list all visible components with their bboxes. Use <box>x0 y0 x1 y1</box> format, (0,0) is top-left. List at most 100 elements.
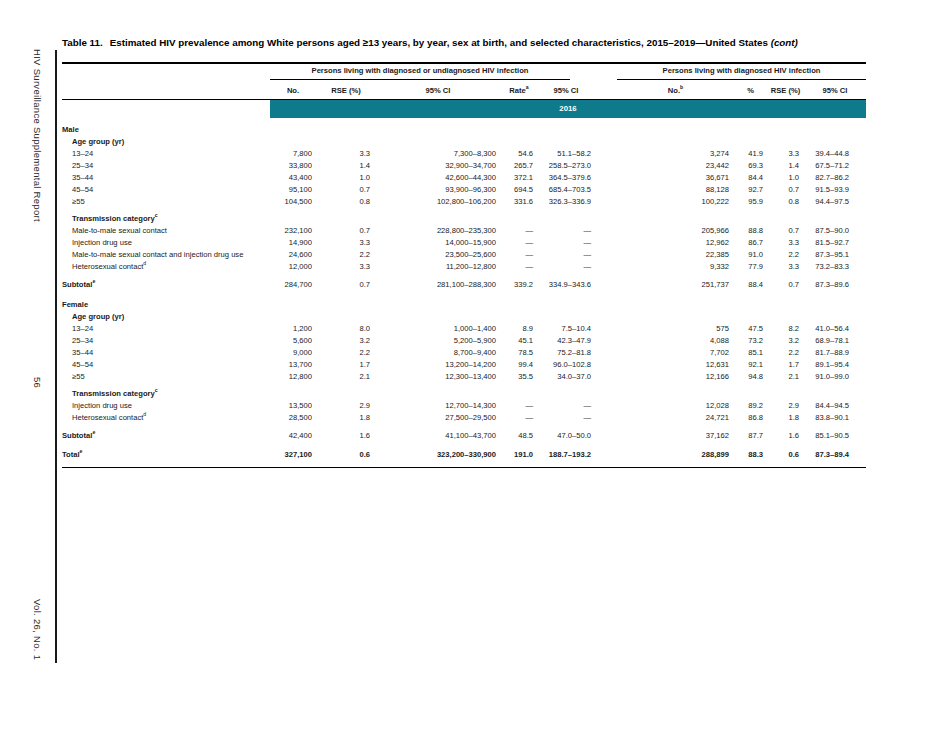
table-row-data: Injection drug use14,9003.314,000–15,900… <box>62 237 866 249</box>
cell <box>734 213 767 225</box>
cell: 99.4 <box>500 359 538 371</box>
cell: — <box>500 225 538 237</box>
cell: 1,000–1,400 <box>376 323 500 335</box>
row-label: Male-to-male sexual contact and injectio… <box>62 249 270 261</box>
cell <box>270 124 316 136</box>
cell <box>538 388 594 400</box>
cell: 4,088 <box>594 335 734 347</box>
cell: 3.3 <box>767 237 804 249</box>
table-row-section: Female <box>62 299 866 311</box>
cell: 41.9 <box>734 148 767 160</box>
column-header-ci2: 95% CI <box>538 80 594 100</box>
cell <box>594 136 734 148</box>
cell: 23,442 <box>594 160 734 172</box>
cell <box>594 124 734 136</box>
cell <box>594 388 734 400</box>
cell: — <box>500 412 538 424</box>
cell: 339.2 <box>500 279 538 291</box>
cell: 205,966 <box>594 225 734 237</box>
cell: 45.1 <box>500 335 538 347</box>
cell <box>594 311 734 323</box>
cell: 87.3–95.1 <box>804 249 866 261</box>
data-table: Persons living with diagnosed or undiagn… <box>62 62 866 468</box>
cell: 12,631 <box>594 359 734 371</box>
cell <box>270 136 316 148</box>
cell <box>316 136 376 148</box>
cell: 42.3–47.9 <box>538 335 594 347</box>
cell <box>804 299 866 311</box>
cell: 87.5–90.0 <box>804 225 866 237</box>
row-label: 13–24 <box>62 148 270 160</box>
cell <box>316 299 376 311</box>
sidebar-divider-rule <box>55 50 57 663</box>
cell: 51.1–58.2 <box>538 148 594 160</box>
cell: 84.4 <box>734 172 767 184</box>
cell: 8.2 <box>767 323 804 335</box>
cell: 685.4–703.5 <box>538 184 594 196</box>
cell: 94.4–97.5 <box>804 196 866 208</box>
cell <box>538 311 594 323</box>
cell: 1.0 <box>767 172 804 184</box>
cell: 1.8 <box>316 412 376 424</box>
cell <box>804 124 866 136</box>
cell: 12,300–13,400 <box>376 371 500 383</box>
cell: 2.2 <box>767 347 804 359</box>
cell: 85.1–90.5 <box>804 430 866 442</box>
cell: 7,300–8,300 <box>376 148 500 160</box>
cell: 24,721 <box>594 412 734 424</box>
cell: 86.8 <box>734 412 767 424</box>
row-label: 45–54 <box>62 359 270 371</box>
table-row-subhead: Age group (yr) <box>62 136 866 148</box>
cell: 191.0 <box>500 449 538 461</box>
cell: — <box>500 261 538 273</box>
cell: 0.7 <box>316 184 376 196</box>
cell: 281,100–288,300 <box>376 279 500 291</box>
group-header-undiagnosed-label: Persons living with diagnosed or undiagn… <box>270 65 570 80</box>
cell <box>767 388 804 400</box>
row-label: ≥55 <box>62 371 270 383</box>
table-row-subhead: Age group (yr) <box>62 311 866 323</box>
cell: 87.3–89.6 <box>804 279 866 291</box>
cell: 8.0 <box>316 323 376 335</box>
cell: 92.7 <box>734 184 767 196</box>
row-label: 13–24 <box>62 323 270 335</box>
cell: 3.3 <box>316 148 376 160</box>
cell: 37,162 <box>594 430 734 442</box>
cell: 0.7 <box>767 279 804 291</box>
cell <box>500 311 538 323</box>
cell: 9,332 <box>594 261 734 273</box>
cell <box>804 388 866 400</box>
cell <box>538 124 594 136</box>
cell: 84.4–94.5 <box>804 400 866 412</box>
cell: 12,962 <box>594 237 734 249</box>
cell: 77.9 <box>734 261 767 273</box>
cell: 3.3 <box>767 261 804 273</box>
column-header-no: No. <box>270 80 316 100</box>
group-header-diagnosed-label: Persons living with diagnosed HIV infect… <box>617 65 866 80</box>
row-label: Injection drug use <box>62 237 270 249</box>
table-row-data: Male-to-male sexual contact and injectio… <box>62 249 866 261</box>
cell <box>734 299 767 311</box>
column-header-rse2: RSE (%) <box>767 80 804 100</box>
cell: 85.1 <box>734 347 767 359</box>
cell: 100,222 <box>594 196 734 208</box>
cell: 2.9 <box>316 400 376 412</box>
cell: 0.8 <box>767 196 804 208</box>
table-row-data: Heterosexual contactd12,0003.311,200–12,… <box>62 261 866 273</box>
cell <box>316 388 376 400</box>
cell: 0.7 <box>767 184 804 196</box>
row-label: Male-to-male sexual contact <box>62 225 270 237</box>
cell: 13,200–14,200 <box>376 359 500 371</box>
column-header-row: No.RSE (%)95% CIRatea95% CINo.b%RSE (%)9… <box>62 80 866 100</box>
cell: 93,900–96,300 <box>376 184 500 196</box>
cell: 12,166 <box>594 371 734 383</box>
cell: 7,702 <box>594 347 734 359</box>
cell: 9,000 <box>270 347 316 359</box>
stub-header <box>62 63 270 80</box>
cell <box>594 213 734 225</box>
cell: 91.0–99.0 <box>804 371 866 383</box>
cell: 3.3 <box>316 237 376 249</box>
cell: 43,400 <box>270 172 316 184</box>
cell <box>767 124 804 136</box>
row-label: 25–34 <box>62 335 270 347</box>
